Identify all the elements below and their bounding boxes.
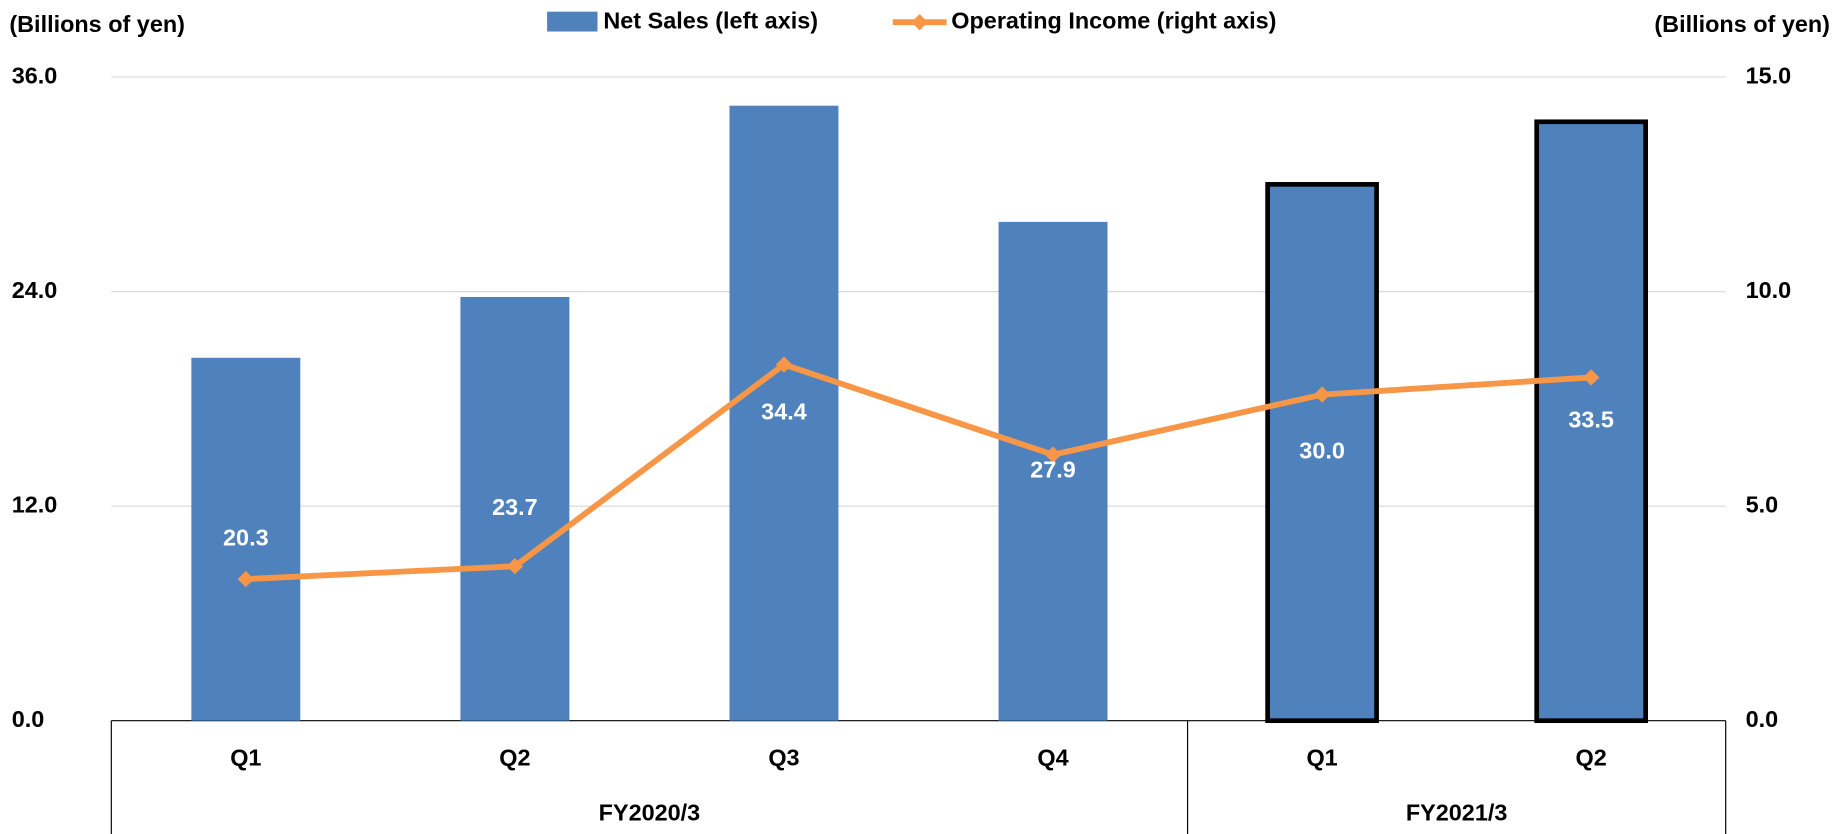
y2-axis-title: (Billions of yen)	[1654, 11, 1830, 37]
x-tick-label: Q1	[230, 744, 261, 770]
bar	[1534, 119, 1648, 724]
x-tick-label: Q3	[768, 744, 799, 770]
group-label: FY2021/3	[1406, 799, 1508, 825]
bar	[460, 296, 570, 721]
legend-swatch	[547, 11, 598, 32]
data-label: 27.9	[1030, 456, 1076, 482]
data-label: 23.7	[492, 494, 538, 520]
y2-tick-label: 5.0	[1746, 491, 1779, 517]
y-tick-label: 12.0	[12, 491, 58, 517]
line-marker	[775, 356, 793, 373]
bar	[191, 357, 301, 721]
bar	[998, 221, 1108, 721]
x-tick-label: Q2	[499, 744, 530, 770]
y2-tick-label: 0.0	[1746, 706, 1779, 732]
line	[245, 361, 1592, 583]
x-tick-label: Q4	[1037, 744, 1068, 770]
x-tick-label: Q1	[1306, 744, 1337, 770]
y-axis-title: (Billions of yen)	[9, 11, 185, 37]
legend-swatch	[911, 14, 928, 31]
y2-tick-label: 10.0	[1746, 277, 1792, 303]
line-marker	[506, 558, 524, 575]
bar	[1265, 182, 1379, 724]
line-marker	[1582, 369, 1600, 386]
legend-label: Operating Income (right axis)	[951, 7, 1276, 33]
data-label: 30.0	[1299, 438, 1345, 464]
x-tick-label: Q2	[1576, 744, 1607, 770]
data-label: 20.3	[223, 524, 269, 550]
bar	[729, 105, 839, 721]
data-label: 34.4	[761, 398, 807, 424]
y2-tick-label: 15.0	[1746, 62, 1792, 88]
line-marker	[1044, 446, 1062, 463]
y-tick-label: 24.0	[12, 277, 58, 303]
legend-label: Net Sales (left axis)	[603, 7, 818, 33]
y-tick-label: 0.0	[12, 706, 45, 732]
data-label: 33.5	[1568, 406, 1614, 432]
y-tick-label: 36.0	[12, 62, 58, 88]
group-label: FY2020/3	[599, 799, 701, 825]
